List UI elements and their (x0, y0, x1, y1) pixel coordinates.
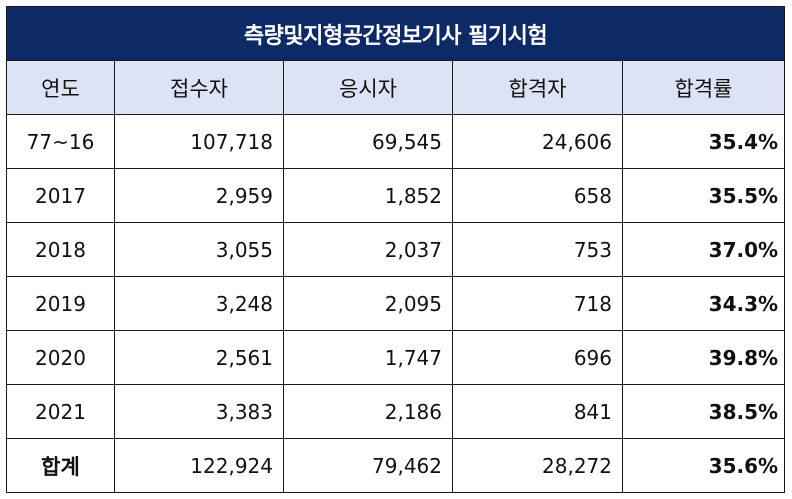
cell-attended: 2,186 (283, 384, 453, 439)
cell-pass-rate: 37.0% (621, 222, 786, 277)
cell-attended: 2,037 (283, 222, 453, 277)
cell-total-label: 합계 (6, 438, 115, 493)
cell-year: 77~16 (6, 114, 115, 169)
cell-passed: 718 (452, 276, 623, 331)
table-row: 2018 3,055 2,037 753 37.0% (6, 222, 786, 277)
cell-passed: 753 (452, 222, 623, 277)
cell-total-applied: 122,924 (114, 438, 284, 493)
cell-applied: 107,718 (114, 114, 284, 169)
cell-total-pass-rate: 35.6% (621, 438, 786, 493)
table-title-row: 측량및지형공간정보기사 필기시험 (5, 6, 786, 61)
cell-pass-rate: 35.4% (621, 114, 786, 169)
cell-year: 2018 (6, 222, 115, 277)
cell-attended: 1,747 (283, 330, 453, 385)
cell-attended: 69,545 (283, 114, 453, 169)
table-row: 2019 3,248 2,095 718 34.3% (6, 276, 786, 331)
exam-statistics-table: 측량및지형공간정보기사 필기시험 연도 접수자 응시자 합격자 합격률 77~1… (5, 6, 786, 493)
cell-attended: 2,095 (283, 276, 453, 331)
cell-year: 2017 (6, 168, 115, 223)
total-row: 합계 122,924 79,462 28,272 35.6% (6, 438, 786, 493)
table-row: 2021 3,383 2,186 841 38.5% (6, 384, 786, 439)
cell-total-attended: 79,462 (283, 438, 453, 493)
header-attended: 응시자 (283, 60, 453, 115)
cell-pass-rate: 35.5% (621, 168, 786, 223)
cell-total-passed: 28,272 (452, 438, 623, 493)
table-row: 2020 2,561 1,747 696 39.8% (6, 330, 786, 385)
cell-pass-rate: 34.3% (621, 276, 786, 331)
cell-passed: 24,606 (452, 114, 623, 169)
cell-year: 2021 (6, 384, 115, 439)
cell-applied: 3,055 (114, 222, 284, 277)
cell-year: 2019 (6, 276, 115, 331)
cell-passed: 696 (452, 330, 623, 385)
cell-passed: 841 (452, 384, 623, 439)
table-row: 2017 2,959 1,852 658 35.5% (6, 168, 786, 223)
cell-applied: 2,561 (114, 330, 284, 385)
cell-applied: 3,383 (114, 384, 284, 439)
cell-passed: 658 (452, 168, 623, 223)
cell-year: 2020 (6, 330, 115, 385)
header-year: 연도 (6, 60, 115, 115)
cell-attended: 1,852 (283, 168, 453, 223)
header-passed: 합격자 (452, 60, 623, 115)
cell-pass-rate: 38.5% (621, 384, 786, 439)
header-row: 연도 접수자 응시자 합격자 합격률 (6, 60, 786, 115)
header-pass-rate: 합격률 (621, 60, 786, 115)
header-applied: 접수자 (114, 60, 284, 115)
table-row: 77~16 107,718 69,545 24,606 35.4% (6, 114, 786, 169)
table-title: 측량및지형공간정보기사 필기시험 (5, 6, 786, 61)
cell-pass-rate: 39.8% (621, 330, 786, 385)
cell-applied: 3,248 (114, 276, 284, 331)
cell-applied: 2,959 (114, 168, 284, 223)
